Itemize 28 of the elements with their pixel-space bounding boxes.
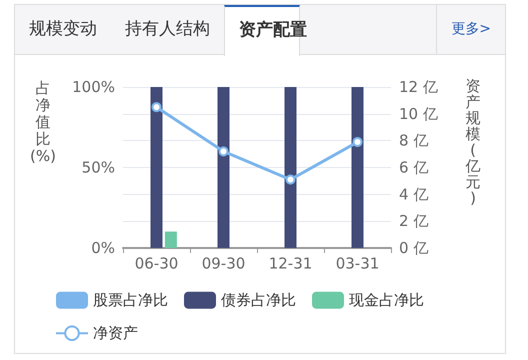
y-tick-label: 0% — [91, 239, 115, 257]
text: 资产配置 — [238, 19, 307, 42]
legend-label: 净资产 — [93, 324, 138, 342]
y2-tick-label: 12 亿 — [399, 78, 438, 96]
legend-label: 债券占净比 — [221, 291, 296, 310]
y2-tick-label: 8 亿 — [399, 132, 428, 150]
text: 规模变动 — [28, 18, 98, 41]
x-tick-label: 06-30 — [134, 254, 178, 272]
y2-tick-label: 0 亿 — [399, 239, 428, 257]
text: 更多> — [436, 5, 505, 54]
y-tick-label: 50% — [82, 158, 115, 176]
y2-axis-title: 资产规模(亿元) — [464, 77, 482, 207]
point — [352, 137, 362, 148]
point — [152, 102, 162, 112]
x-tick-label: 09-30 — [202, 254, 246, 272]
x-tick-label: 03-31 — [336, 254, 380, 272]
point — [286, 174, 296, 185]
x-tick-label: 12-31 — [268, 254, 312, 272]
legend-label: 现金占净比 — [349, 291, 424, 310]
legend-label: 股票占净比 — [93, 291, 168, 310]
y2-tick-label: 6 亿 — [399, 158, 428, 176]
y2-tick-label: 2 亿 — [399, 212, 428, 230]
y-tick-label: 100% — [72, 78, 115, 96]
y2-tick-label: 4 亿 — [399, 185, 428, 204]
y-axis-title: 占净值比(%) — [29, 79, 57, 165]
text: 持有人结构 — [124, 18, 211, 41]
y2-tick-label: 10 亿 — [399, 104, 438, 123]
point — [218, 146, 228, 156]
